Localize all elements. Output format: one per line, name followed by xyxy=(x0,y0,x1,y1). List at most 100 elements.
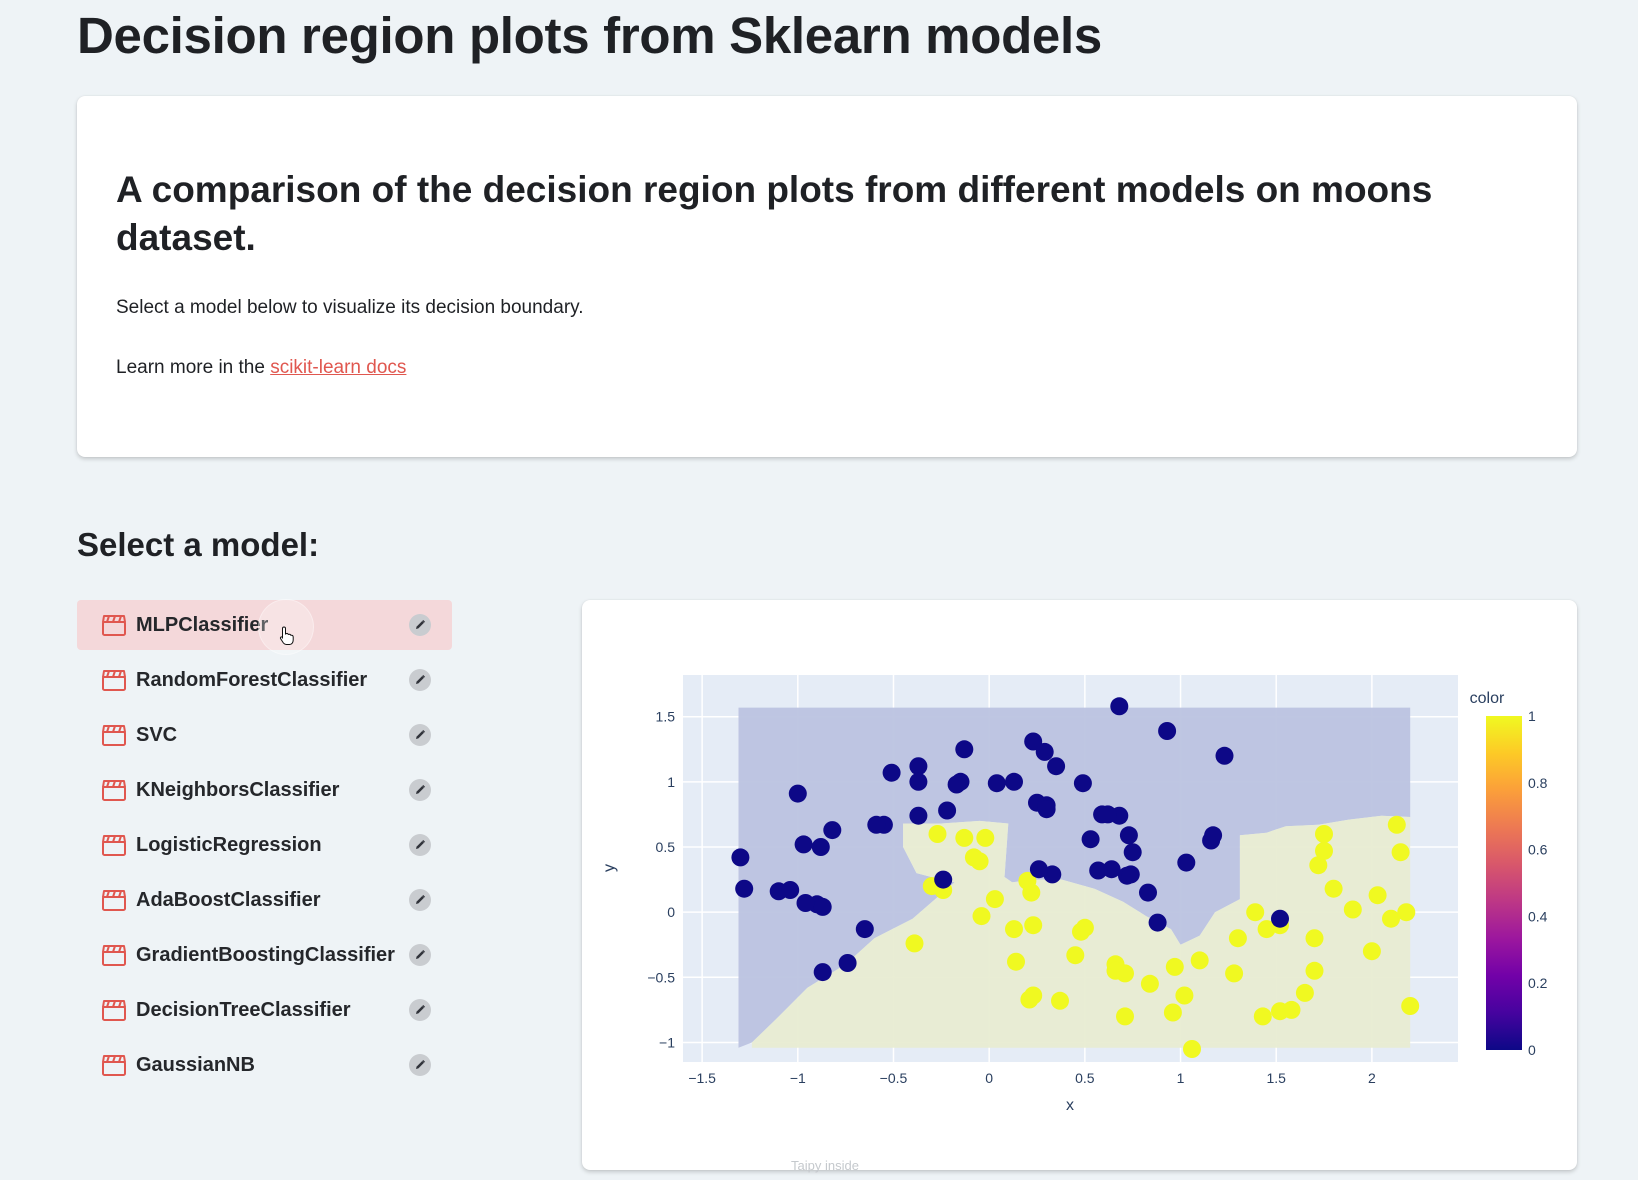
data-point-class-1[interactable] xyxy=(928,825,947,843)
data-point-class-1[interactable] xyxy=(985,890,1004,909)
data-point-class-0[interactable] xyxy=(1204,826,1223,845)
data-point-class-0[interactable] xyxy=(735,879,754,898)
data-point-class-0[interactable] xyxy=(1089,861,1108,880)
data-point-class-1[interactable] xyxy=(1305,929,1324,948)
data-point-class-1[interactable] xyxy=(972,907,991,926)
data-point-class-0[interactable] xyxy=(1005,772,1023,791)
data-point-class-0[interactable] xyxy=(867,815,886,834)
data-point-class-1[interactable] xyxy=(1391,843,1410,862)
data-point-class-0[interactable] xyxy=(1148,913,1167,932)
data-point-class-1[interactable] xyxy=(1368,886,1387,905)
edit-button[interactable] xyxy=(409,724,431,746)
edit-button[interactable] xyxy=(409,999,431,1021)
data-point-class-0[interactable] xyxy=(794,835,813,854)
data-point-class-1[interactable] xyxy=(1387,815,1406,834)
data-point-class-0[interactable] xyxy=(1271,909,1289,928)
data-point-class-1[interactable] xyxy=(1005,920,1023,939)
model-item-randomforestclassifier[interactable]: RandomForestClassifier xyxy=(77,655,452,705)
data-point-class-0[interactable] xyxy=(909,772,928,791)
data-point-class-1[interactable] xyxy=(1022,883,1041,902)
data-point-class-0[interactable] xyxy=(796,894,815,912)
data-point-class-0[interactable] xyxy=(1029,860,1048,879)
data-point-class-1[interactable] xyxy=(1190,951,1209,970)
data-point-class-1[interactable] xyxy=(1295,983,1314,1002)
data-point-class-0[interactable] xyxy=(909,757,928,776)
data-point-class-0[interactable] xyxy=(838,954,857,972)
scikit-learn-docs-link[interactable]: scikit-learn docs xyxy=(270,357,407,378)
data-point-class-0[interactable] xyxy=(1037,800,1056,819)
data-point-class-0[interactable] xyxy=(934,870,953,889)
data-point-class-0[interactable] xyxy=(1177,853,1196,872)
data-point-class-0[interactable] xyxy=(1123,843,1142,862)
data-point-class-0[interactable] xyxy=(813,963,832,982)
data-point-class-0[interactable] xyxy=(788,784,807,803)
data-point-class-0[interactable] xyxy=(1081,830,1100,849)
data-point-class-1[interactable] xyxy=(1163,1003,1182,1022)
data-point-class-1[interactable] xyxy=(1253,1007,1272,1026)
data-point-class-1[interactable] xyxy=(964,848,983,867)
data-point-class-1[interactable] xyxy=(1051,991,1069,1010)
model-item-kneighborsclassifier[interactable]: KNeighborsClassifier xyxy=(77,765,452,815)
data-point-class-0[interactable] xyxy=(947,775,966,794)
data-point-class-0[interactable] xyxy=(1121,865,1140,884)
data-point-class-1[interactable] xyxy=(1343,900,1362,919)
data-point-class-0[interactable] xyxy=(1024,732,1043,751)
data-point-class-1[interactable] xyxy=(1116,1007,1134,1026)
data-point-class-0[interactable] xyxy=(882,763,901,782)
data-point-class-1[interactable] xyxy=(1075,918,1094,937)
data-point-class-1[interactable] xyxy=(1165,957,1184,976)
data-point-class-0[interactable] xyxy=(1035,742,1054,761)
data-point-class-1[interactable] xyxy=(1401,997,1420,1015)
edit-button[interactable] xyxy=(409,889,431,911)
data-point-class-1[interactable] xyxy=(1024,986,1043,1005)
data-point-class-1[interactable] xyxy=(1309,856,1328,875)
data-point-class-0[interactable] xyxy=(1110,697,1129,716)
data-point-class-0[interactable] xyxy=(1119,826,1138,845)
data-point-class-0[interactable] xyxy=(781,881,800,899)
data-point-class-0[interactable] xyxy=(1102,860,1121,879)
data-point-class-0[interactable] xyxy=(823,821,842,840)
data-point-class-1[interactable] xyxy=(1382,909,1400,928)
data-point-class-1[interactable] xyxy=(1183,1040,1201,1058)
data-point-class-1[interactable] xyxy=(1225,964,1244,983)
data-point-class-1[interactable] xyxy=(1228,929,1247,948)
data-point-class-0[interactable] xyxy=(1047,757,1066,776)
data-point-class-1[interactable] xyxy=(1140,974,1159,993)
data-point-class-0[interactable] xyxy=(811,838,830,856)
data-point-class-1[interactable] xyxy=(1007,952,1025,971)
edit-button[interactable] xyxy=(409,1054,431,1076)
edit-button[interactable] xyxy=(409,779,431,801)
data-point-class-1[interactable] xyxy=(1315,841,1333,860)
data-point-class-1[interactable] xyxy=(1362,942,1381,961)
data-point-class-1[interactable] xyxy=(1175,986,1194,1005)
data-point-class-0[interactable] xyxy=(855,920,874,939)
data-point-class-0[interactable] xyxy=(909,806,928,825)
data-point-class-0[interactable] xyxy=(731,848,750,867)
data-point-class-1[interactable] xyxy=(905,934,924,953)
data-point-class-1[interactable] xyxy=(1024,916,1043,935)
data-point-class-0[interactable] xyxy=(1158,722,1177,740)
data-point-class-1[interactable] xyxy=(976,828,995,847)
data-point-class-0[interactable] xyxy=(1215,746,1234,765)
edit-button[interactable] xyxy=(409,834,431,856)
model-item-mlpclassifier[interactable]: MLPClassifier xyxy=(77,599,452,655)
data-point-class-1[interactable] xyxy=(1282,1000,1301,1019)
data-point-class-0[interactable] xyxy=(1098,805,1117,824)
data-point-class-0[interactable] xyxy=(938,801,957,820)
edit-button[interactable] xyxy=(409,669,431,691)
edit-button[interactable] xyxy=(409,944,431,966)
data-point-class-1[interactable] xyxy=(1305,961,1324,980)
edit-button[interactable] xyxy=(409,614,431,636)
model-item-logisticregression[interactable]: LogisticRegression xyxy=(77,820,452,870)
data-point-class-0[interactable] xyxy=(955,740,974,759)
data-point-class-1[interactable] xyxy=(1315,825,1333,843)
data-point-class-1[interactable] xyxy=(1066,946,1085,965)
data-point-class-1[interactable] xyxy=(955,828,974,847)
model-item-gaussiannb[interactable]: GaussianNB xyxy=(77,1040,452,1090)
data-point-class-1[interactable] xyxy=(1324,879,1343,898)
model-item-gradientboostingclassifier[interactable]: GradientBoostingClassifier xyxy=(77,930,452,980)
model-item-decisiontreeclassifier[interactable]: DecisionTreeClassifier xyxy=(77,985,452,1035)
model-item-svc[interactable]: SVC xyxy=(77,710,452,760)
data-point-class-1[interactable] xyxy=(1116,964,1134,983)
data-point-class-0[interactable] xyxy=(1139,883,1157,902)
